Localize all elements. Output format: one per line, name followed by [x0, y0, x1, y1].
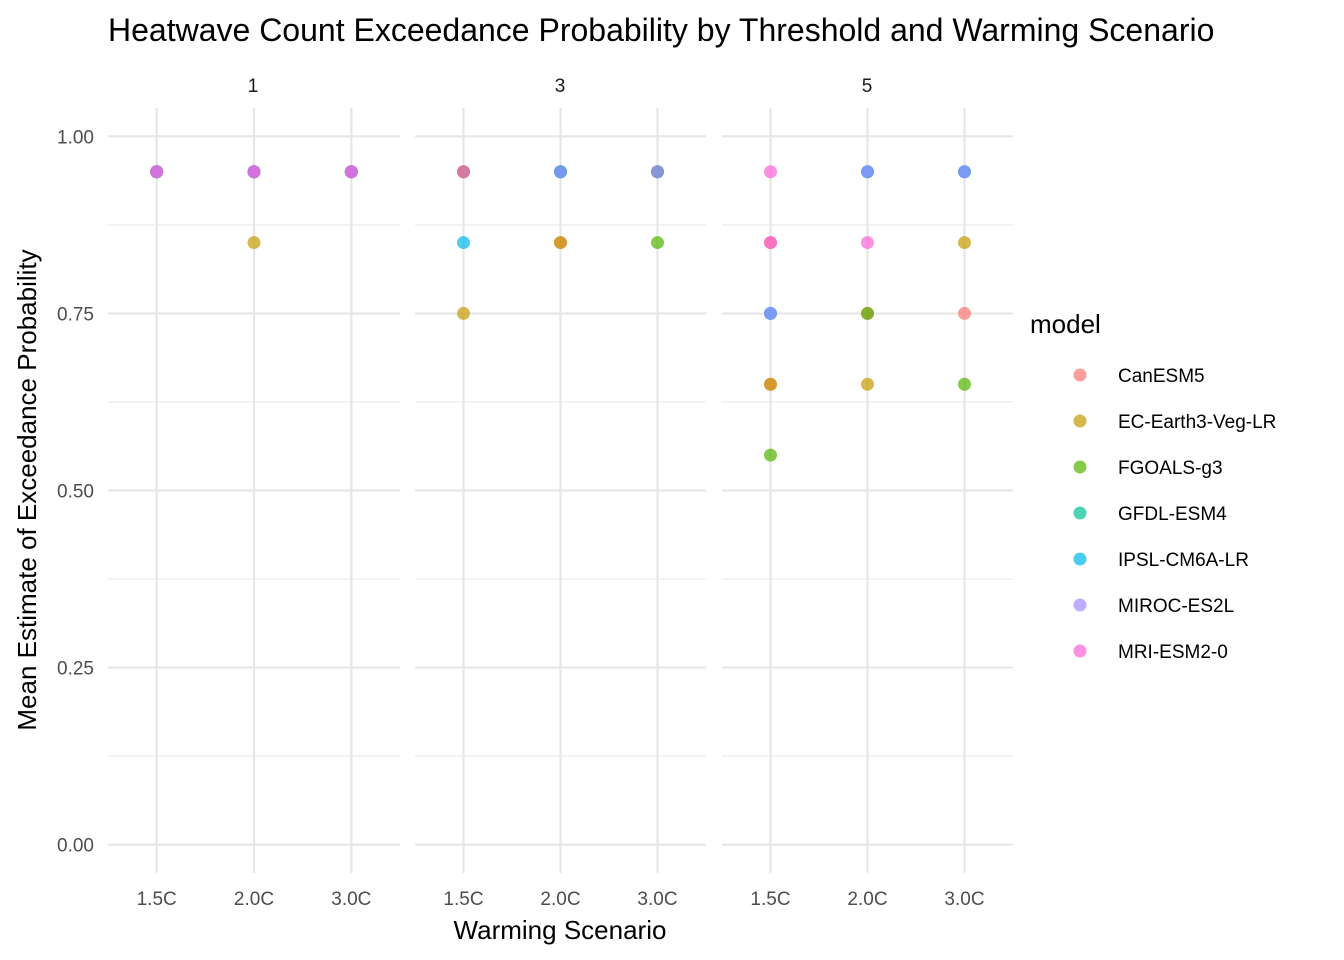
- data-point: [861, 377, 874, 391]
- data-point: [554, 236, 567, 250]
- data-point: [861, 165, 874, 179]
- data-point: [958, 306, 971, 320]
- x-tick-label: 2.0C: [234, 889, 274, 910]
- y-axis-ticks: 0.00 0.25 0.50 0.75 1.00: [57, 127, 94, 856]
- facet-panel-3: 3 1.5C 2.0C 3.0C: [415, 76, 706, 910]
- data-point: [958, 165, 971, 179]
- facet-plot-area-5: 1.5C 2.0C 3.0C: [722, 108, 1013, 910]
- data-point: [764, 306, 777, 320]
- legend-key: [1073, 460, 1087, 474]
- x-tick-label: 2.0C: [847, 889, 887, 910]
- legend-label: MRI-ESM2-0: [1118, 642, 1228, 663]
- data-point: [554, 165, 567, 179]
- x-tick-label: 2.0C: [540, 889, 580, 910]
- x-axis-title: Warming Scenario: [454, 915, 667, 945]
- data-point: [958, 377, 971, 391]
- x-tick-label: 1.5C: [750, 889, 790, 910]
- x-tick-label: 1.5C: [443, 889, 483, 910]
- legend-label: EC-Earth3-Veg-LR: [1118, 412, 1276, 433]
- legend-key: [1073, 644, 1087, 658]
- data-point: [764, 377, 777, 391]
- facet-panel-1: 1 1.5C 2.0C 3.0C: [108, 76, 400, 910]
- legend: model CanESM5 EC-Earth3-Veg-LR FGOALS-g3 GF…: [1030, 309, 1276, 663]
- legend-key: [1073, 506, 1087, 520]
- data-point: [247, 165, 261, 179]
- data-point: [861, 236, 874, 250]
- facet-strip-label-3: 3: [555, 76, 566, 97]
- y-tick-label: 1.00: [57, 127, 94, 148]
- y-tick-label: 0.25: [57, 659, 94, 680]
- x-tick-label: 1.5C: [137, 889, 177, 910]
- facet-plot-area-1: 1.5C 2.0C 3.0C: [108, 108, 400, 910]
- facet-strip-label-1: 1: [248, 76, 259, 97]
- legend-label: GFDL-ESM4: [1118, 504, 1227, 525]
- legend-title: model: [1030, 309, 1101, 339]
- y-tick-label: 0.75: [57, 304, 94, 325]
- data-point: [651, 165, 664, 179]
- legend-items: CanESM5 EC-Earth3-Veg-LR FGOALS-g3 GFDL-ESM…: [1073, 366, 1276, 663]
- legend-label: MIROC-ES2L: [1118, 596, 1234, 617]
- y-tick-label: 0.00: [57, 836, 94, 857]
- chart-title: Heatwave Count Exceedance Probability by…: [108, 12, 1214, 48]
- legend-label: FGOALS-g3: [1118, 458, 1223, 479]
- data-point: [861, 306, 874, 320]
- data-point: [764, 448, 777, 462]
- data-point: [651, 236, 664, 250]
- legend-key: [1073, 552, 1087, 566]
- legend-key: [1073, 368, 1087, 382]
- data-point: [247, 236, 261, 250]
- legend-key: [1073, 598, 1087, 612]
- facet-panel-5: 5 1.5C 2.0C 3.0C: [722, 76, 1013, 910]
- data-point: [457, 236, 470, 250]
- data-point: [150, 165, 164, 179]
- data-point: [958, 236, 971, 250]
- data-point: [764, 236, 777, 250]
- data-point: [457, 306, 470, 320]
- legend-label: IPSL-CM6A-LR: [1118, 550, 1249, 571]
- x-tick-label: 3.0C: [331, 889, 371, 910]
- y-tick-label: 0.50: [57, 482, 94, 503]
- facet-plot-area-3: 1.5C 2.0C 3.0C: [415, 108, 706, 910]
- y-axis-title: Mean Estimate of Exceedance Probability: [12, 249, 42, 730]
- legend-label: CanESM5: [1118, 366, 1205, 387]
- facet-strip-label-5: 5: [862, 76, 873, 97]
- data-point: [457, 165, 470, 179]
- data-point: [344, 165, 358, 179]
- x-tick-label: 3.0C: [944, 889, 984, 910]
- x-tick-label: 3.0C: [637, 889, 677, 910]
- legend-key: [1073, 414, 1087, 428]
- data-point: [764, 165, 777, 179]
